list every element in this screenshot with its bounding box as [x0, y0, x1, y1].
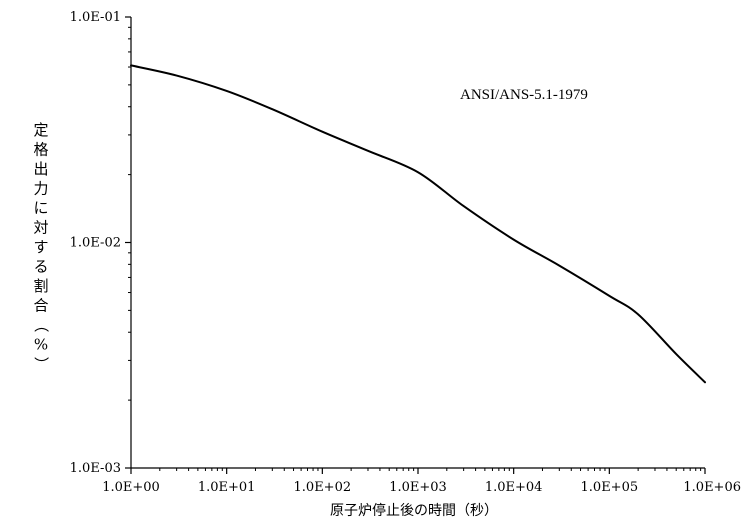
y-axis-title-glyph: 力 — [33, 180, 48, 198]
y-tick-label: 1.0E-03 — [70, 461, 121, 476]
x-ticks: 1.0E+00 1.0E+01 1.0E+02 1.0E+03 1.0E+04 1.0E+… — [102, 468, 741, 495]
y-ticks: 1.0E-03 1.0E-02 1.0E-01 — [70, 10, 131, 476]
x-tick-label: 1.0E+03 — [389, 480, 447, 495]
series-group — [130, 64, 706, 384]
y-axis-title-glyph: る — [33, 258, 48, 276]
y-axis-title-glyph: ） — [32, 356, 50, 371]
annotation-text: ANSI/ANS-5.1-1979 — [460, 87, 588, 103]
y-axis-title-glyph: % — [34, 336, 48, 354]
y-axis-title-glyph: 合 — [33, 297, 48, 315]
x-minor-ticks — [159, 468, 702, 471]
y-axis-title-glyph: 出 — [33, 160, 48, 178]
series-line-0 — [130, 64, 706, 384]
x-tick-label: 1.0E+01 — [198, 480, 256, 495]
y-axis-title-glyph: 割 — [33, 277, 48, 295]
y-tick-label: 1.0E-02 — [70, 236, 121, 251]
x-tick-label: 1.0E+06 — [683, 480, 741, 495]
x-tick-label: 1.0E+00 — [102, 480, 160, 495]
y-axis-title-glyph: に — [33, 199, 48, 217]
y-tick-label: 1.0E-01 — [70, 10, 121, 25]
x-tick-label: 1.0E+05 — [581, 480, 639, 495]
y-axis-title-glyph: 対 — [33, 219, 48, 237]
x-axis-title: 原子炉停止後の時間（秒） — [330, 502, 498, 519]
y-axis-title-glyph: （ — [32, 317, 50, 332]
x-tick-label: 1.0E+02 — [294, 480, 352, 495]
y-axis-title-glyph: す — [33, 238, 48, 256]
y-minor-ticks — [128, 26, 131, 401]
y-axis-title-glyph: 格 — [33, 141, 48, 159]
x-tick-label: 1.0E+04 — [485, 480, 543, 495]
y-axis-title-glyph: 定 — [33, 121, 48, 139]
